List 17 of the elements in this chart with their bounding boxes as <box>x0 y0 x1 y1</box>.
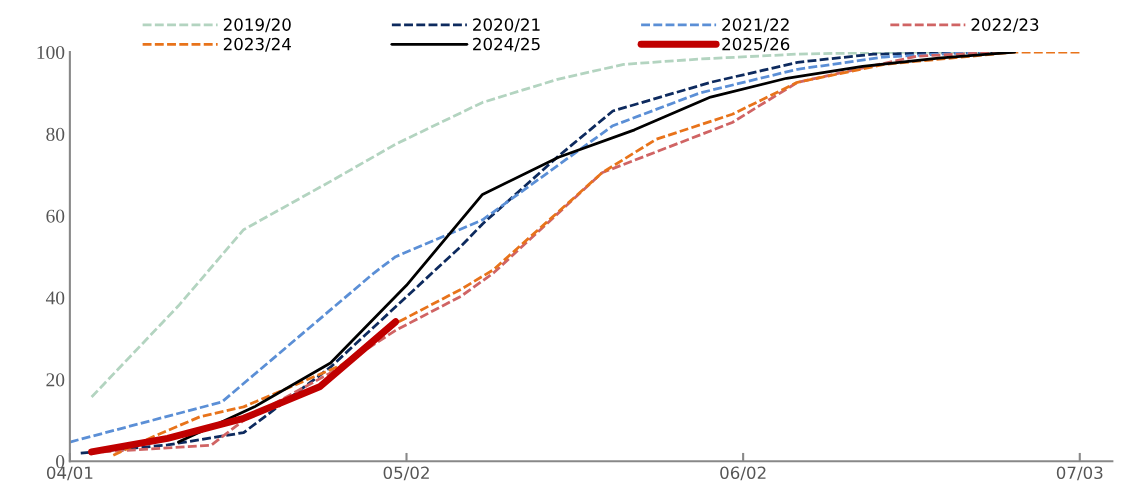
y-tick-label: 100 <box>37 45 65 60</box>
legend-label: 2019/20 <box>223 18 291 33</box>
y-tick-label: 40 <box>45 291 65 305</box>
legend-label: 2025/26 <box>722 37 790 52</box>
y-tick-label: 20 <box>46 373 65 387</box>
y-tick-label: 0 <box>56 455 65 469</box>
x-tick-label: 07/03 <box>1056 466 1103 481</box>
legend-label: 2020/21 <box>473 18 540 33</box>
legend-label: 2022/23 <box>971 18 1039 33</box>
y-tick-label: 80 <box>46 127 65 141</box>
legend-label: 2023/24 <box>223 37 291 52</box>
y-tick-label: 60 <box>46 209 65 223</box>
legend-label: 2024/25 <box>473 37 540 52</box>
x-tick-label: 05/02 <box>383 466 429 481</box>
x-tick-label: 04/01 <box>46 466 93 481</box>
x-tick-label: 06/02 <box>720 466 766 481</box>
legend-label: 2021/22 <box>722 18 789 33</box>
